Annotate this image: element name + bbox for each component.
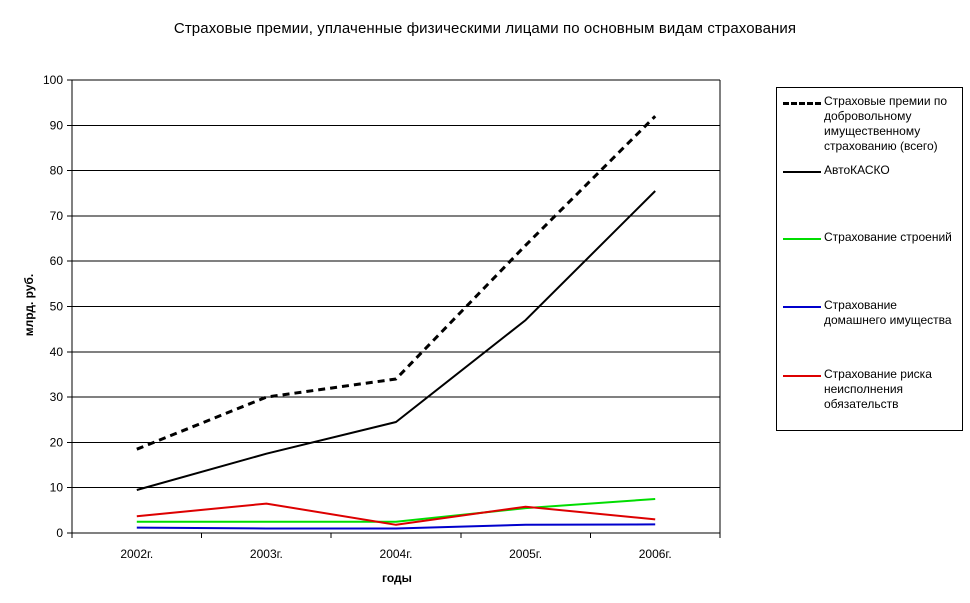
- legend-swatch-green: [783, 238, 821, 240]
- legend-label: Страхование риска неисполнения обязатель…: [824, 367, 932, 411]
- x-tick-label: 2004г.: [380, 547, 413, 561]
- y-tick-label: 60: [50, 254, 64, 268]
- legend-item-total: Страховые премии по добровольному имущес…: [783, 94, 961, 154]
- legend: Страховые премии по добровольному имущес…: [776, 87, 963, 431]
- y-tick-label: 90: [50, 118, 64, 132]
- gridlines: [72, 79, 720, 489]
- legend-label: Страхование домашнего имущества: [824, 298, 952, 327]
- legend-item-home-property: Страхование домашнего имущества: [783, 298, 961, 358]
- series-line-3: [136, 523, 656, 530]
- legend-swatch-black: [783, 171, 821, 173]
- legend-label: Страхование строений: [824, 230, 952, 244]
- series-lines: [136, 115, 657, 530]
- y-tick-label: 50: [50, 300, 64, 314]
- series-line-4: [136, 502, 656, 526]
- legend-swatch-red: [783, 375, 821, 377]
- axes: 0 10 20 30 40 50 60 70 80 90 100 2002г. 2003г. 2004г.…: [43, 73, 721, 561]
- series-line-0: [136, 115, 657, 451]
- y-tick-label: 100: [43, 73, 63, 87]
- x-tick-label: 2003г.: [250, 547, 283, 561]
- y-tick-label: 40: [50, 345, 64, 359]
- y-tick-label: 30: [50, 390, 64, 404]
- x-axis-label: годы: [382, 571, 412, 585]
- legend-swatch-dashed-black: [783, 102, 821, 105]
- chart-title: Страховые премии, уплаченные физическими…: [173, 20, 797, 37]
- y-tick-label: 20: [50, 435, 64, 449]
- legend-item-buildings: Страхование строений: [783, 230, 961, 290]
- legend-item-obligations-risk: Страхование риска неисполнения обязатель…: [783, 367, 961, 427]
- x-tick-label: 2006г.: [639, 547, 672, 561]
- y-tick-label: 0: [56, 526, 63, 540]
- y-axis-label: млрд. руб.: [22, 274, 36, 336]
- y-tick-label: 10: [50, 481, 64, 495]
- legend-label: АвтоКАСКО: [824, 163, 890, 177]
- y-tick-label: 80: [50, 164, 64, 178]
- y-tick-label: 70: [50, 209, 64, 223]
- legend-swatch-blue: [783, 306, 821, 308]
- x-tick-label: 2005г.: [509, 547, 542, 561]
- series-line-2: [136, 498, 656, 523]
- legend-label: Страховые премии по добровольному имущес…: [824, 94, 948, 153]
- series-line-1: [136, 190, 656, 491]
- legend-item-autokasko: АвтоКАСКО: [783, 163, 961, 223]
- x-tick-label: 2002г.: [120, 547, 153, 561]
